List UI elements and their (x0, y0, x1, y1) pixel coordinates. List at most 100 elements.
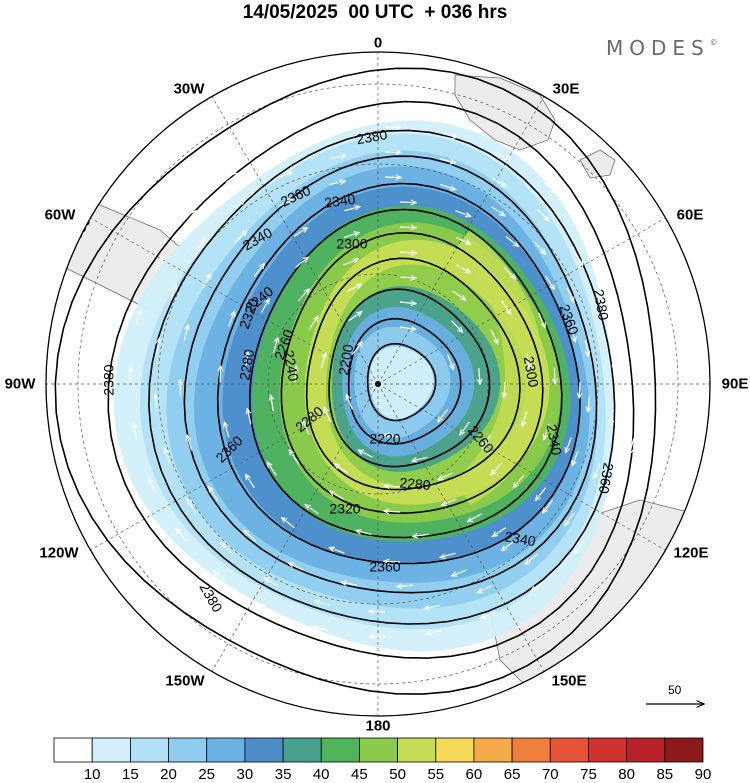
wind-arrow-43 (503, 267, 515, 280)
brand-logo: MODES© (606, 36, 718, 60)
lon-60w: 60W (44, 206, 76, 224)
wind-arrow-2 (438, 409, 449, 423)
reference-vector-arrow (646, 680, 710, 710)
map-boundary (45, 51, 711, 717)
brand-mark: © (709, 38, 718, 47)
wind-arrow-49 (412, 534, 429, 536)
wind-arrow-19 (482, 434, 492, 448)
wind-arrow-132 (614, 271, 622, 286)
wind-arrow-20 (438, 472, 453, 480)
meridian-4 (377, 383, 666, 551)
colorbar-label-90: 90 (694, 766, 712, 783)
height-contour-1 (107, 100, 635, 659)
wind-arrow-0 (399, 327, 416, 329)
wind-arrow-95 (180, 380, 181, 397)
wind-arrow-46 (544, 424, 550, 439)
latitude-circle-1 (157, 163, 599, 605)
wind-arrow-17 (490, 329, 498, 345)
reference-vector-label: 50 (668, 683, 682, 697)
wind-arrow-89 (397, 585, 413, 587)
wind-arrow-131 (583, 222, 594, 236)
wind-arrow-118 (187, 499, 197, 514)
colorbar-label-40: 40 (312, 766, 330, 783)
contour-label-12: 2340 (503, 528, 537, 549)
colorbar-label-15: 15 (122, 766, 139, 783)
colorbar-label-55: 55 (427, 766, 445, 783)
wind-arrow-8 (479, 368, 480, 384)
wind-arrow-125 (277, 171, 293, 179)
lon-180: 180 (365, 717, 391, 735)
wind-arrow-110 (565, 512, 575, 526)
wind-arrow-51 (305, 505, 319, 515)
wind-arrow-26 (347, 284, 363, 292)
lon-120w: 120W (39, 544, 79, 562)
wind-arrow-12 (323, 407, 332, 423)
graticule (46, 52, 710, 716)
lon-120e: 120E (673, 544, 709, 562)
wind-arrow-133 (634, 325, 637, 341)
contour-label-25: 2220 (369, 431, 400, 447)
lon-30w: 30W (173, 80, 205, 98)
wind-arrow-148 (130, 366, 131, 383)
colorbar-label-85: 85 (656, 766, 674, 783)
wind-arrow-154 (328, 130, 344, 133)
wind-arrow-66 (492, 527, 507, 537)
wind-arrow-35 (330, 491, 344, 500)
wind-arrow-1 (447, 354, 454, 370)
jet-core (455, 230, 544, 505)
wind-arrow-149 (135, 310, 140, 326)
wind-arrow-87 (501, 540, 515, 551)
colorbar-label-60: 60 (465, 766, 483, 783)
wind-arrow-59 (455, 210, 471, 217)
colorbar-label-45: 45 (351, 766, 368, 783)
wind-arrow-7 (450, 320, 462, 333)
lon-150w: 150W (165, 672, 205, 690)
meridian-1 (377, 96, 545, 385)
wind-arrow-124 (232, 200, 246, 211)
wind-arrow-48 (467, 513, 482, 522)
wind-arrow-38 (272, 338, 278, 354)
wind-arrow-144 (214, 571, 227, 582)
wind-arrow-23 (302, 420, 310, 435)
wind-arrow-94 (187, 435, 193, 451)
wind-arrow-129 (495, 151, 510, 159)
wind-arrow-13 (320, 353, 325, 369)
wind-arrow-136 (607, 492, 616, 507)
wind-arrow-30 (527, 352, 530, 369)
wind-arrow-123 (195, 238, 206, 252)
colorbar-label-10: 10 (83, 766, 101, 783)
wind-arrow-55 (260, 299, 269, 314)
wind-arrow-106 (599, 300, 605, 315)
wind-arrow-4 (346, 395, 353, 410)
wind-arrow-58 (399, 202, 416, 203)
wind-arrow-102 (439, 158, 456, 163)
meridian-7 (211, 383, 379, 672)
wind-arrow-99 (278, 199, 293, 208)
wind-arrow-146 (148, 478, 156, 493)
wind-arrow-6 (399, 302, 416, 304)
wind-arrow-88 (452, 569, 467, 576)
wind-arrow-127 (384, 127, 401, 128)
contour-label-8: 2360 (596, 461, 617, 495)
height-contour-10 (366, 342, 437, 422)
wind-arrow-77 (344, 207, 360, 212)
wind-arrow-62 (570, 326, 575, 342)
wind-arrow-42 (455, 236, 471, 245)
wind-arrow-32 (491, 462, 503, 475)
wind-arrow-138 (531, 580, 545, 591)
wind-arrow-36 (289, 450, 299, 464)
wind-arrow-119 (165, 448, 171, 464)
wind-arrow-56 (295, 257, 309, 268)
contour-label-16: 2300 (336, 236, 367, 252)
wind-arrow-25 (308, 316, 318, 330)
wind-arrow-109 (594, 463, 601, 479)
wind-arrow-130 (543, 182, 556, 194)
wind-arrow-29 (501, 300, 511, 314)
wind-arrow-18 (504, 381, 505, 398)
wind-arrow-83 (586, 340, 589, 356)
wind-arrow-63 (579, 381, 580, 398)
wind-arrow-41 (399, 227, 416, 228)
wind-arrow-27 (399, 252, 416, 253)
wind-arrow-61 (545, 275, 555, 290)
